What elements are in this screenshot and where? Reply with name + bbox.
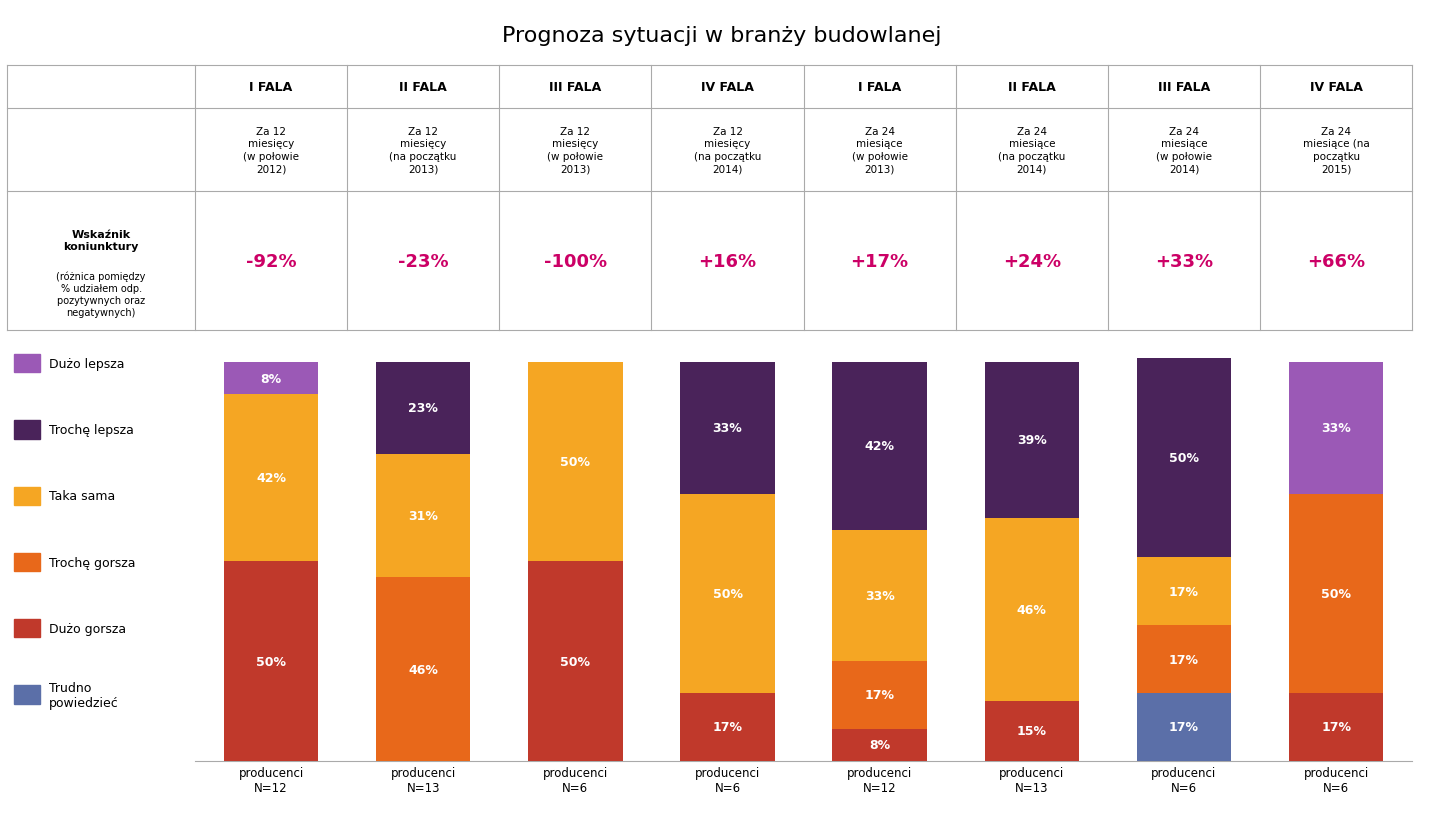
Bar xyxy=(833,530,927,662)
Text: 33%: 33% xyxy=(713,422,742,435)
Text: 23%: 23% xyxy=(409,402,438,415)
Text: Za 24
miesiące
(na początku
2014): Za 24 miesiące (na początku 2014) xyxy=(998,127,1066,174)
Text: Wskaźnik
koniunktury: Wskaźnik koniunktury xyxy=(64,229,139,252)
Text: Dużo lepsza: Dużo lepsza xyxy=(49,357,124,370)
Bar xyxy=(833,363,927,530)
Bar xyxy=(1136,625,1232,693)
Bar xyxy=(985,701,1079,761)
Text: 50%: 50% xyxy=(560,456,591,469)
Text: -100%: -100% xyxy=(544,252,606,270)
Bar xyxy=(985,518,1079,701)
Text: -92%: -92% xyxy=(245,252,296,270)
Text: Prognoza sytuacji w branży budowlanej: Prognoza sytuacji w branży budowlanej xyxy=(503,26,941,46)
Text: I FALA: I FALA xyxy=(858,81,901,94)
Text: Za 12
miesięcy
(na początku
2013): Za 12 miesięcy (na początku 2013) xyxy=(390,127,456,174)
Text: +66%: +66% xyxy=(1307,252,1365,270)
Text: 17%: 17% xyxy=(1170,586,1199,598)
Text: 46%: 46% xyxy=(1017,603,1047,616)
Text: IV FALA: IV FALA xyxy=(702,81,754,94)
Bar xyxy=(1289,494,1383,693)
Text: 17%: 17% xyxy=(712,720,742,734)
Text: Za 24
miesiące
(w połowie
2014): Za 24 miesiące (w połowie 2014) xyxy=(1157,127,1212,174)
Text: 50%: 50% xyxy=(256,655,286,667)
Bar xyxy=(375,454,471,578)
Bar xyxy=(224,394,318,562)
Text: 50%: 50% xyxy=(560,655,591,667)
Text: I FALA: I FALA xyxy=(250,81,293,94)
Bar xyxy=(224,363,318,394)
Text: 17%: 17% xyxy=(1170,720,1199,734)
Text: 8%: 8% xyxy=(260,372,282,385)
Bar xyxy=(1289,363,1383,494)
Bar xyxy=(680,363,774,494)
Text: 42%: 42% xyxy=(865,440,895,452)
Text: 50%: 50% xyxy=(1321,587,1352,600)
Bar xyxy=(833,729,927,761)
Text: Za 24
miesiące (na
początku
2015): Za 24 miesiące (na początku 2015) xyxy=(1302,127,1369,174)
Text: 17%: 17% xyxy=(1170,653,1199,666)
Text: 33%: 33% xyxy=(1321,422,1352,435)
Text: 17%: 17% xyxy=(865,689,895,701)
Bar xyxy=(1136,359,1232,557)
Bar xyxy=(985,363,1079,518)
Bar xyxy=(224,562,318,761)
Text: Trochę lepsza: Trochę lepsza xyxy=(49,423,134,437)
Bar xyxy=(833,662,927,729)
Text: II FALA: II FALA xyxy=(1008,81,1056,94)
Text: 39%: 39% xyxy=(1017,434,1047,447)
Text: 50%: 50% xyxy=(712,587,742,600)
Text: Trochę gorsza: Trochę gorsza xyxy=(49,556,136,569)
Text: III FALA: III FALA xyxy=(1158,81,1210,94)
Text: 50%: 50% xyxy=(1170,452,1199,465)
Text: II FALA: II FALA xyxy=(400,81,448,94)
Text: 31%: 31% xyxy=(409,509,438,523)
Text: IV FALA: IV FALA xyxy=(1310,81,1363,94)
Text: Dużo gorsza: Dużo gorsza xyxy=(49,622,126,635)
Text: 42%: 42% xyxy=(256,471,286,485)
Text: 17%: 17% xyxy=(1321,720,1352,734)
Text: 15%: 15% xyxy=(1017,724,1047,738)
Bar xyxy=(1136,693,1232,761)
Text: Za 12
miesięcy
(w połowie
2013): Za 12 miesięcy (w połowie 2013) xyxy=(547,127,604,174)
Bar xyxy=(680,494,774,693)
Bar xyxy=(680,693,774,761)
Text: 46%: 46% xyxy=(409,662,438,676)
Text: III FALA: III FALA xyxy=(549,81,602,94)
Text: 8%: 8% xyxy=(869,739,891,752)
Text: +16%: +16% xyxy=(699,252,757,270)
Bar xyxy=(1136,557,1232,625)
Text: -23%: -23% xyxy=(399,252,449,270)
Text: (różnica pomiędzy
% udziałem odp.
pozytywnych oraz
negatywnych): (różnica pomiędzy % udziałem odp. pozyty… xyxy=(56,271,146,318)
Bar xyxy=(529,363,622,562)
Text: +24%: +24% xyxy=(1002,252,1061,270)
Text: Taka sama: Taka sama xyxy=(49,490,116,503)
Text: +33%: +33% xyxy=(1155,252,1213,270)
Bar xyxy=(529,562,622,761)
Text: 33%: 33% xyxy=(865,589,894,602)
Text: Za 12
miesięcy
(na początku
2014): Za 12 miesięcy (na początku 2014) xyxy=(693,127,761,174)
Bar xyxy=(375,578,471,761)
Bar xyxy=(1289,693,1383,761)
Text: Trudno
powiedzieć: Trudno powiedzieć xyxy=(49,681,118,709)
Text: Za 12
miesięcy
(w połowie
2012): Za 12 miesięcy (w połowie 2012) xyxy=(243,127,299,174)
Text: Za 24
miesiące
(w połowie
2013): Za 24 miesiące (w połowie 2013) xyxy=(852,127,908,174)
Text: +17%: +17% xyxy=(851,252,908,270)
Bar xyxy=(375,363,471,454)
